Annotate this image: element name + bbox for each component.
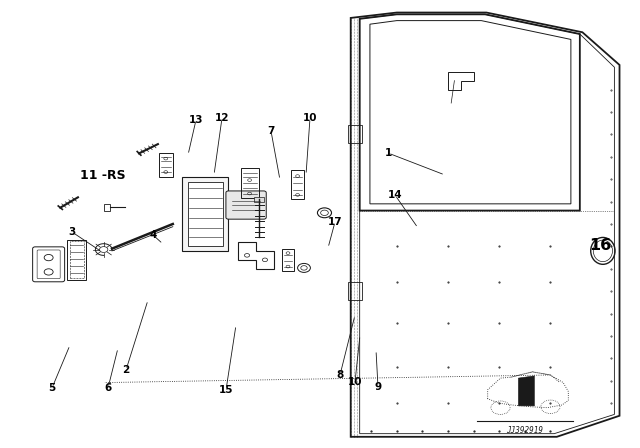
Bar [70, 241, 84, 278]
Text: 3: 3 [68, 227, 76, 237]
FancyBboxPatch shape [226, 191, 266, 219]
Text: 10: 10 [348, 377, 362, 387]
Text: 10: 10 [303, 113, 317, 123]
Text: 2: 2 [122, 365, 130, 375]
Text: 14: 14 [388, 190, 403, 200]
Text: 12: 12 [215, 113, 229, 123]
Bar [188, 182, 223, 246]
Bar [104, 204, 110, 211]
Bar [182, 177, 228, 251]
Text: 5: 5 [49, 383, 56, 393]
Bar [241, 168, 259, 198]
Text: 9: 9 [374, 382, 381, 392]
Bar [291, 170, 304, 199]
Text: 13: 13 [189, 115, 204, 125]
Bar [282, 249, 294, 271]
Text: 4: 4 [149, 230, 157, 240]
Bar [348, 125, 362, 143]
Text: 17: 17 [328, 217, 342, 227]
Bar [67, 240, 86, 280]
Text: 6: 6 [104, 383, 111, 393]
Polygon shape [518, 376, 534, 406]
Text: 16: 16 [589, 237, 611, 253]
Text: 1: 1 [385, 148, 392, 158]
Text: JJ392919: JJ392919 [506, 426, 543, 435]
Text: 8: 8 [337, 370, 344, 380]
Bar [254, 197, 264, 202]
Text: 15: 15 [219, 385, 233, 395]
Bar [159, 153, 173, 177]
Bar [348, 282, 362, 300]
Text: 11 -RS: 11 -RS [80, 168, 125, 181]
Text: 7: 7 [268, 126, 275, 136]
